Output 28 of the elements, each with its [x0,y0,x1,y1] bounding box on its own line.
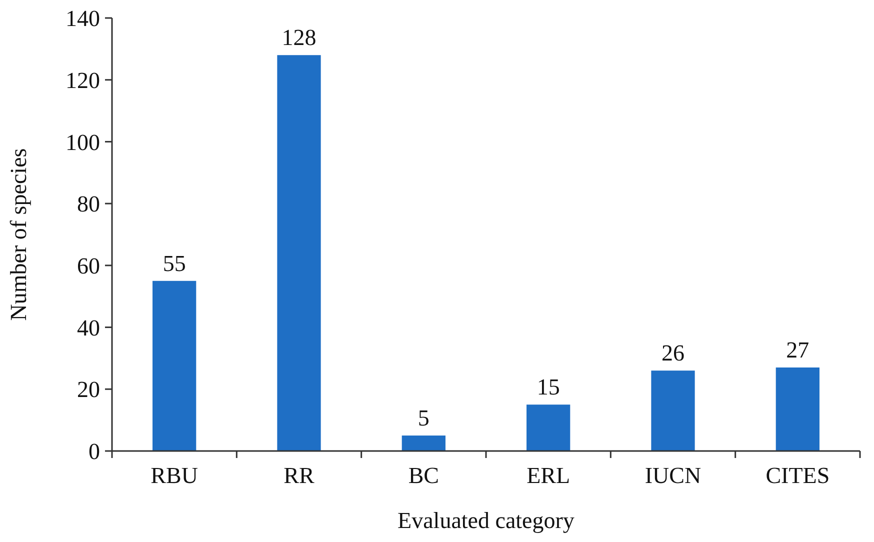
x-tick-label: CITES [766,463,830,488]
bar [526,404,570,451]
bar [277,55,321,451]
data-label: 55 [162,250,186,276]
y-tick-label: 120 [66,68,100,93]
x-tick-label: RBU [150,463,198,488]
bar [152,280,196,451]
bar [651,370,695,451]
data-label: 27 [786,337,810,362]
y-tick-label: 40 [77,315,100,340]
data-label: 128 [282,25,316,50]
y-axis-title: Number of species [6,148,31,321]
x-axis-title: Evaluated category [398,508,575,533]
x-tick-label: ERL [526,463,570,488]
bar [402,436,446,451]
y-tick-label: 80 [77,192,100,217]
y-tick-label: 20 [77,377,100,402]
x-tick-label: BC [408,463,440,488]
y-tick-label: 100 [66,130,100,155]
y-tick-label: 60 [77,253,100,278]
y-tick-label: 140 [66,6,100,32]
y-tick-label: 0 [88,439,100,464]
x-tick-label: IUCN [644,463,702,488]
data-label: 15 [536,374,560,400]
data-label: 26 [662,340,684,366]
data-label: 5 [418,406,430,431]
x-tick-label: RR [284,463,315,488]
bar [776,367,820,451]
